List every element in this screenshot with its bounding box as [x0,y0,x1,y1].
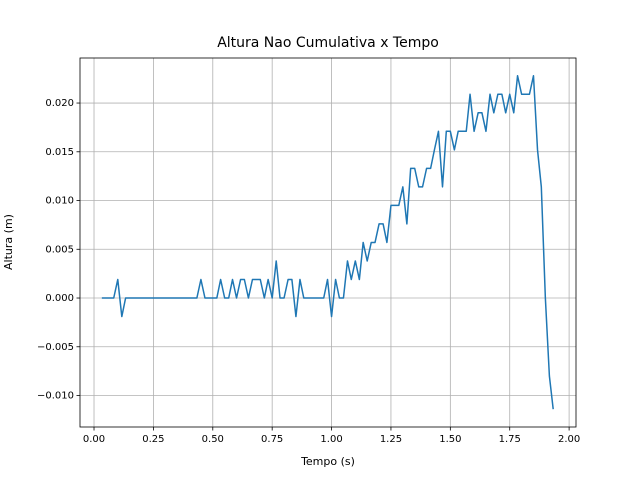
data-line [101,74,554,410]
y-tick-label: −0.005 [37,342,74,353]
y-tick-label: 0.010 [45,196,74,207]
chart-title: Altura Nao Cumulativa x Tempo [217,35,439,51]
x-tick-label: 1.75 [499,434,521,445]
plot-frame [79,57,577,428]
x-tick-label: 1.25 [380,434,402,445]
y-tick-label: 0.015 [45,147,74,158]
y-tick-label: 0.005 [45,244,74,255]
x-axis-label: Tempo (s) [300,455,355,468]
x-tick-label: 1.50 [439,434,461,445]
x-tick-label: 0.25 [142,434,164,445]
y-tick-label: −0.010 [37,391,74,402]
x-tick-label: 2.00 [558,434,580,445]
x-tick-label: 1.00 [320,434,342,445]
x-tick-label: 0.75 [261,434,283,445]
y-tick-label: 0.020 [45,98,74,109]
x-tick-label: 0.50 [202,434,224,445]
y-tick-label: 0.000 [45,293,74,304]
x-tick-label: 0.00 [83,434,105,445]
y-axis-label: Altura (m) [2,214,15,270]
